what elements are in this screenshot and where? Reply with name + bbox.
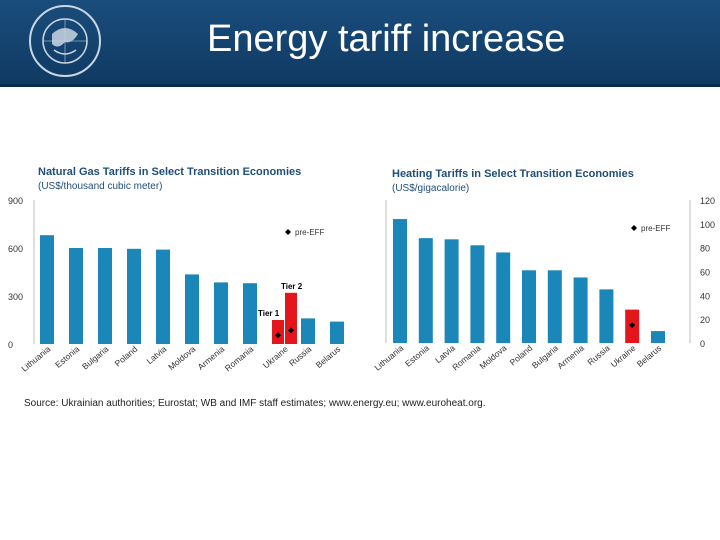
gas-bar <box>69 248 83 344</box>
gas-x-tick-label: Estonia <box>53 344 81 370</box>
gas-x-tick-label: Lithuania <box>19 344 52 374</box>
gas-x-tick-label: Belarus <box>314 344 343 370</box>
slide-title: Energy tariff increase <box>207 18 566 60</box>
gas-chart-title: Natural Gas Tariffs in Select Transition… <box>38 166 302 178</box>
gas-bar <box>330 321 344 344</box>
heat-bar <box>470 245 485 343</box>
heat-bar <box>418 238 433 343</box>
gas-pre-eff-marker <box>275 332 281 339</box>
heat-y-tick-label: 20 <box>700 315 710 325</box>
gas-y-tick-label: 0 <box>8 340 13 350</box>
gas-bar <box>301 318 315 344</box>
heat-x-tick-label: Romania <box>450 343 483 373</box>
heat-bar <box>573 277 588 343</box>
imf-seal-logo <box>29 5 101 77</box>
gas-bar-label: Tier 1 <box>258 309 280 318</box>
source-note: Source: Ukrainian authorities; Eurostat;… <box>24 398 486 409</box>
gas-legend-label: pre-EFF <box>295 228 324 237</box>
gas-bar <box>40 235 54 344</box>
slide-header: Energy tariff increase <box>0 0 720 87</box>
heat-x-tick-label: Bulgaria <box>530 343 561 371</box>
gas-pre-eff-marker <box>288 327 294 334</box>
gas-bar-label: Tier 2 <box>281 282 303 291</box>
gas-bar <box>272 320 284 344</box>
heat-pre-eff-marker <box>629 322 636 329</box>
heat-bar <box>651 331 665 343</box>
heating-chart-title: Heating Tariffs in Select Transition Eco… <box>392 168 634 180</box>
heat-x-tick-label: Lithuania <box>372 343 405 373</box>
heat-bar <box>599 289 614 343</box>
heat-x-tick-label: Estonia <box>403 343 431 369</box>
gas-x-tick-label: Russia <box>287 344 314 369</box>
heat-y-tick-label: 60 <box>700 268 710 278</box>
heat-legend-marker <box>631 225 637 231</box>
gas-x-tick-label: Poland <box>113 344 140 369</box>
heat-bar <box>444 239 459 343</box>
gas-y-tick-label: 600 <box>8 244 23 254</box>
gas-x-tick-label: Romania <box>223 344 256 374</box>
gas-y-tick-label: 300 <box>8 292 23 302</box>
gas-legend-marker <box>285 229 291 235</box>
heat-x-tick-label: Moldova <box>477 343 508 371</box>
gas-bar <box>127 248 141 344</box>
heat-y-tick-label: 40 <box>700 291 710 301</box>
heat-bar <box>393 219 407 343</box>
gas-bar <box>285 292 297 344</box>
gas-bar <box>214 282 228 344</box>
gas-x-tick-label: Bulgaria <box>80 344 111 372</box>
heat-x-tick-label: Ukraine <box>609 343 638 370</box>
gas-x-tick-label: Moldova <box>166 344 197 372</box>
gas-x-tick-label: Ukraine <box>261 344 290 371</box>
gas-tariff-chart: 0 300 600 900 Tier 1 Tier 2 Lithuania EstoniaBu… <box>8 196 344 374</box>
heat-bar <box>496 252 511 343</box>
heat-x-tick-label: Russia <box>585 343 612 368</box>
gas-x-tick-label: Armenia <box>196 344 227 372</box>
gas-bar <box>185 274 199 344</box>
heat-x-tick-label: Armenia <box>555 343 586 371</box>
heating-chart-subtitle: (US$/gigacalorie) <box>392 183 470 194</box>
gas-bar <box>243 283 257 344</box>
gas-bar <box>156 249 170 344</box>
heat-x-tick-label: Belarus <box>635 343 664 369</box>
gas-y-tick-label: 900 <box>8 196 23 206</box>
gas-bar <box>98 248 112 344</box>
heat-bar <box>547 270 562 343</box>
heat-legend-label: pre-EFF <box>641 224 670 233</box>
heat-y-tick-label: 80 <box>700 244 710 254</box>
heat-bar <box>522 270 536 343</box>
heat-y-tick-label: 100 <box>700 220 715 230</box>
heat-y-tick-label: 0 <box>700 339 705 349</box>
gas-x-tick-label: Latvia <box>144 344 168 366</box>
gas-chart-subtitle: (US$/thousand cubic meter) <box>38 181 163 192</box>
heat-y-tick-label: 120 <box>700 196 715 206</box>
